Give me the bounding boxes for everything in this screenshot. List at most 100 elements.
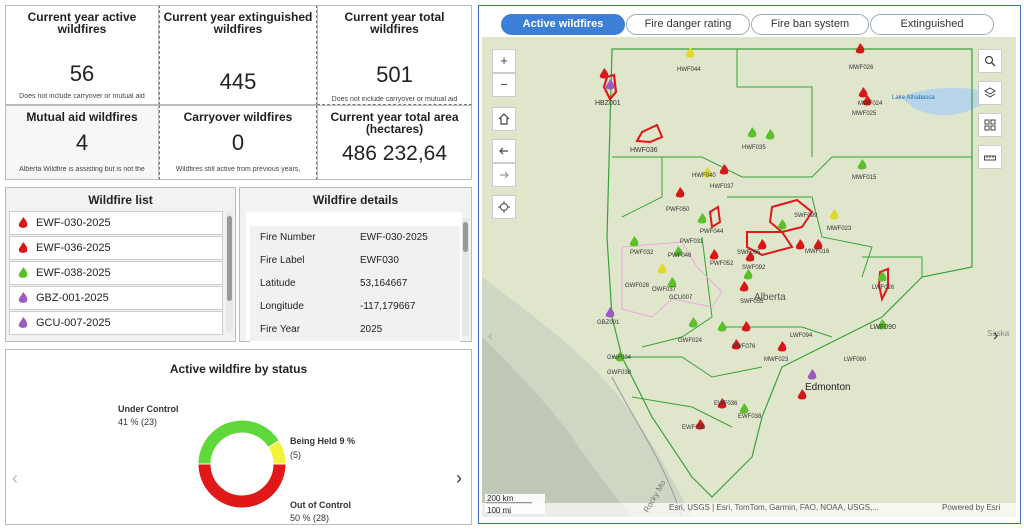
map-label-province: Alberta (754, 292, 786, 303)
fire-icon[interactable] (719, 164, 729, 175)
fire-icon[interactable] (777, 341, 787, 352)
fire-icon[interactable] (877, 319, 887, 330)
search-button[interactable] (978, 49, 1002, 73)
stat-total-wildfires: Current year total wildfires 501 Does no… (317, 5, 472, 105)
fire-icon[interactable] (765, 129, 775, 140)
zoom-in-button[interactable]: + (492, 49, 516, 73)
fire-icon[interactable] (797, 389, 807, 400)
fire-icon[interactable] (741, 321, 751, 332)
home-button[interactable] (492, 107, 516, 131)
chevron-left-icon[interactable]: ‹ (12, 468, 18, 488)
map-label: HWF036 (630, 147, 658, 154)
fire-icon[interactable] (615, 351, 625, 362)
map-label: GWF034 (607, 355, 632, 361)
fire-icon[interactable] (717, 321, 727, 332)
basemap-gallery-icon (984, 119, 996, 131)
fire-icon[interactable] (855, 43, 865, 54)
chevron-right-icon[interactable]: › (456, 468, 462, 488)
map-label: GCU007 (669, 295, 693, 301)
map-canvas (482, 37, 1016, 517)
fire-icon[interactable] (599, 68, 609, 79)
fire-icon[interactable] (673, 246, 683, 257)
home-icon (498, 113, 510, 125)
wildfire-list-panel: Wildfire list EWF-030-2025 EWF-036-2025 … (5, 187, 236, 342)
map-view[interactable]: HWF044 HBZ001 MWF026 MWF024 MWF025 Lake … (482, 37, 1016, 517)
list-item-label: EWF-030-2025 (36, 217, 111, 229)
fire-icon[interactable] (757, 239, 767, 250)
fire-icon[interactable] (697, 213, 707, 224)
next-extent-button[interactable] (492, 163, 516, 187)
basemap-button[interactable] (978, 113, 1002, 137)
fire-icon[interactable] (731, 339, 741, 350)
fire-icon[interactable] (717, 398, 727, 409)
details-scrollbar[interactable] (462, 218, 469, 336)
fire-icon[interactable] (675, 187, 685, 198)
map-label: HWF035 (742, 145, 766, 151)
chevron-right-icon[interactable]: › (993, 327, 999, 344)
list-item[interactable]: EWF-036-2025 (9, 236, 223, 260)
stat-value: 4 (75, 130, 89, 155)
stat-total-area: Current year total area (hectares) 486 2… (317, 105, 472, 180)
fire-icon[interactable] (709, 249, 719, 260)
map-attribution[interactable]: Esri, USGS | Esri, TomTom, Garmin, FAO, … (669, 503, 879, 512)
fire-icon[interactable] (743, 269, 753, 280)
detail-key: Fire Label (260, 255, 305, 266)
ruler-icon (984, 155, 996, 161)
list-item-label: EWF-036-2025 (36, 242, 111, 254)
fire-icon[interactable] (777, 219, 787, 230)
map-label: MWF026 (849, 65, 874, 71)
locate-button[interactable] (492, 195, 516, 219)
fire-icon[interactable] (739, 281, 749, 292)
fire-icon[interactable] (857, 159, 867, 170)
map-label: GWF024 (678, 338, 703, 344)
fire-icon[interactable] (739, 403, 749, 414)
fire-icon[interactable] (685, 47, 695, 58)
powered-by-esri[interactable]: Powered by Esri (942, 503, 1001, 512)
fire-icon[interactable] (829, 209, 839, 220)
chevron-left-icon[interactable]: ‹ (488, 327, 493, 343)
list-item[interactable]: EWF-038-2025 (9, 261, 223, 285)
fire-icon[interactable] (877, 271, 887, 282)
fire-icon[interactable] (745, 251, 755, 262)
map-label: MWF023 (827, 226, 852, 232)
fire-icon[interactable] (605, 307, 615, 318)
slice-under-control[interactable] (197, 419, 280, 465)
map-label: PWF044 (700, 229, 724, 235)
fire-icon[interactable] (747, 127, 757, 138)
stat-note: Alberta Wildfire is assisting but is not… (19, 166, 145, 173)
slice-out-of-control[interactable] (197, 463, 287, 509)
tab-extinguished[interactable]: Extinguished (870, 14, 994, 35)
fire-icon[interactable] (688, 317, 698, 328)
fire-icon[interactable] (702, 167, 712, 178)
fire-icon[interactable] (605, 79, 615, 90)
fire-icon[interactable] (795, 239, 805, 250)
fire-icon[interactable] (862, 95, 872, 106)
list-scrollbar[interactable] (226, 212, 233, 332)
stat-value: 445 (219, 69, 257, 94)
list-item[interactable]: GBZ-001-2025 (9, 286, 223, 310)
map-label: PWF046 (668, 253, 692, 259)
previous-extent-button[interactable] (492, 139, 516, 163)
list-item-label: GCU-007-2025 (36, 317, 111, 329)
donut-slices (197, 419, 287, 509)
map-label: SWF095 (737, 250, 761, 256)
fire-icon[interactable] (629, 236, 639, 247)
detail-key: Longitude (260, 301, 304, 312)
fire-icon[interactable] (813, 239, 823, 250)
fire-icon[interactable] (858, 87, 868, 98)
stat-title: Carryover wildfires (183, 110, 293, 124)
tab-active-wildfires[interactable]: Active wildfires (501, 14, 625, 35)
fire-icon[interactable] (657, 263, 667, 274)
tab-fire-ban-system[interactable]: Fire ban system (751, 14, 869, 35)
fire-icon[interactable] (667, 277, 677, 288)
fire-icon[interactable] (807, 369, 817, 380)
layers-button[interactable] (978, 81, 1002, 105)
fire-icon[interactable] (695, 419, 705, 430)
list-item[interactable]: GCU-007-2025 (9, 311, 223, 335)
zoom-out-button[interactable]: − (492, 73, 516, 97)
tab-fire-danger-rating[interactable]: Fire danger rating (626, 14, 750, 35)
list-item[interactable]: EWF-030-2025 (9, 211, 223, 235)
measure-button[interactable] (978, 145, 1002, 169)
stat-value: 486 232,64 (341, 142, 448, 165)
map-label: SWF099 (794, 213, 818, 219)
